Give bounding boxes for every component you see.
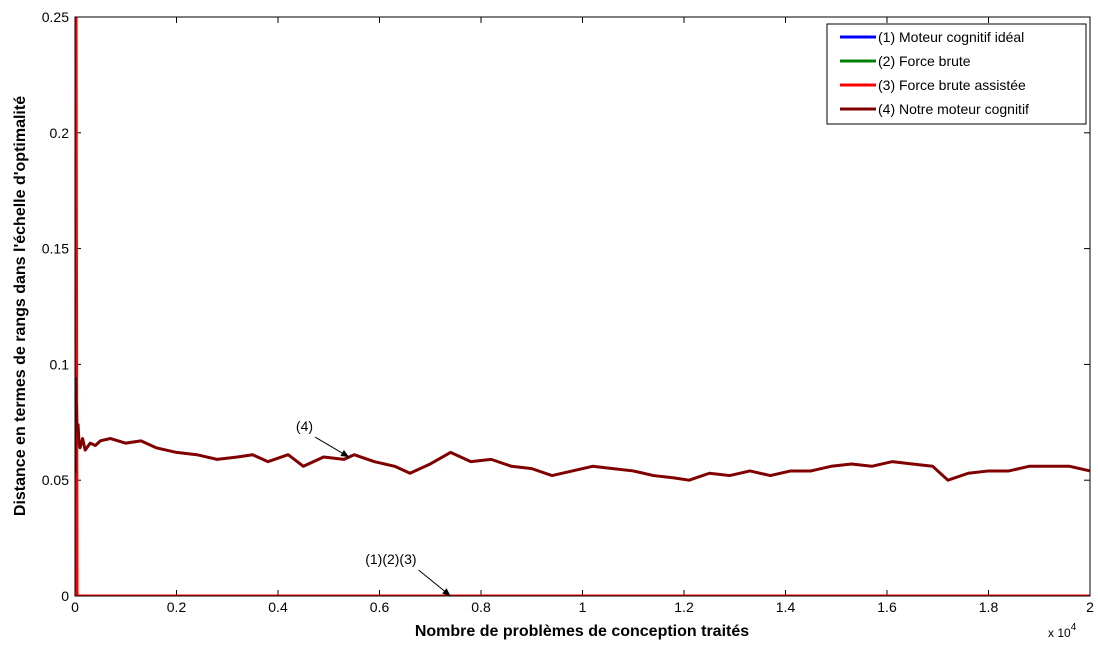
- y-tick-label: 0.15: [42, 241, 69, 257]
- y-tick-label: 0.2: [50, 125, 70, 141]
- y-tick-label: 0.25: [42, 9, 69, 25]
- legend-label: (3) Force brute assistée: [878, 77, 1026, 93]
- x-multiplier-exponent: 4: [1071, 622, 1077, 633]
- x-axis-label: Nombre de problèmes de conception traité…: [415, 623, 749, 640]
- x-tick-label: 0: [71, 599, 79, 615]
- legend: (1) Moteur cognitif idéal (2) Force brute…: [827, 24, 1086, 124]
- y-tick-label: 0.05: [42, 472, 69, 488]
- x-multiplier-base: x 10: [1048, 626, 1071, 640]
- x-tick-label: 0.2: [167, 599, 187, 615]
- x-tick-label: 1.8: [979, 599, 999, 615]
- legend-label: (4) Notre moteur cognitif: [878, 101, 1029, 117]
- legend-label: (1) Moteur cognitif idéal: [878, 29, 1024, 45]
- x-tick-label: 0.6: [370, 599, 390, 615]
- y-tick-label: 0.1: [50, 356, 70, 372]
- y-tick-label: 0: [61, 588, 69, 604]
- annotation-label: (4): [296, 418, 313, 434]
- x-tick-label: 2: [1086, 599, 1094, 615]
- x-tick-label: 0.8: [471, 599, 491, 615]
- x-tick-label: 1.6: [877, 599, 897, 615]
- x-tick-label: 0.4: [268, 599, 288, 615]
- annotation-label: (1)(2)(3): [365, 551, 416, 567]
- y-axis-label: Distance en termes de rangs dans l'échel…: [12, 96, 29, 516]
- x-tick-label: 1.2: [674, 599, 694, 615]
- legend-label: (2) Force brute: [878, 53, 971, 69]
- x-tick-label: 1.4: [776, 599, 796, 615]
- x-tick-label: 1: [579, 599, 587, 615]
- x-axis-multiplier: x 104: [1048, 622, 1077, 640]
